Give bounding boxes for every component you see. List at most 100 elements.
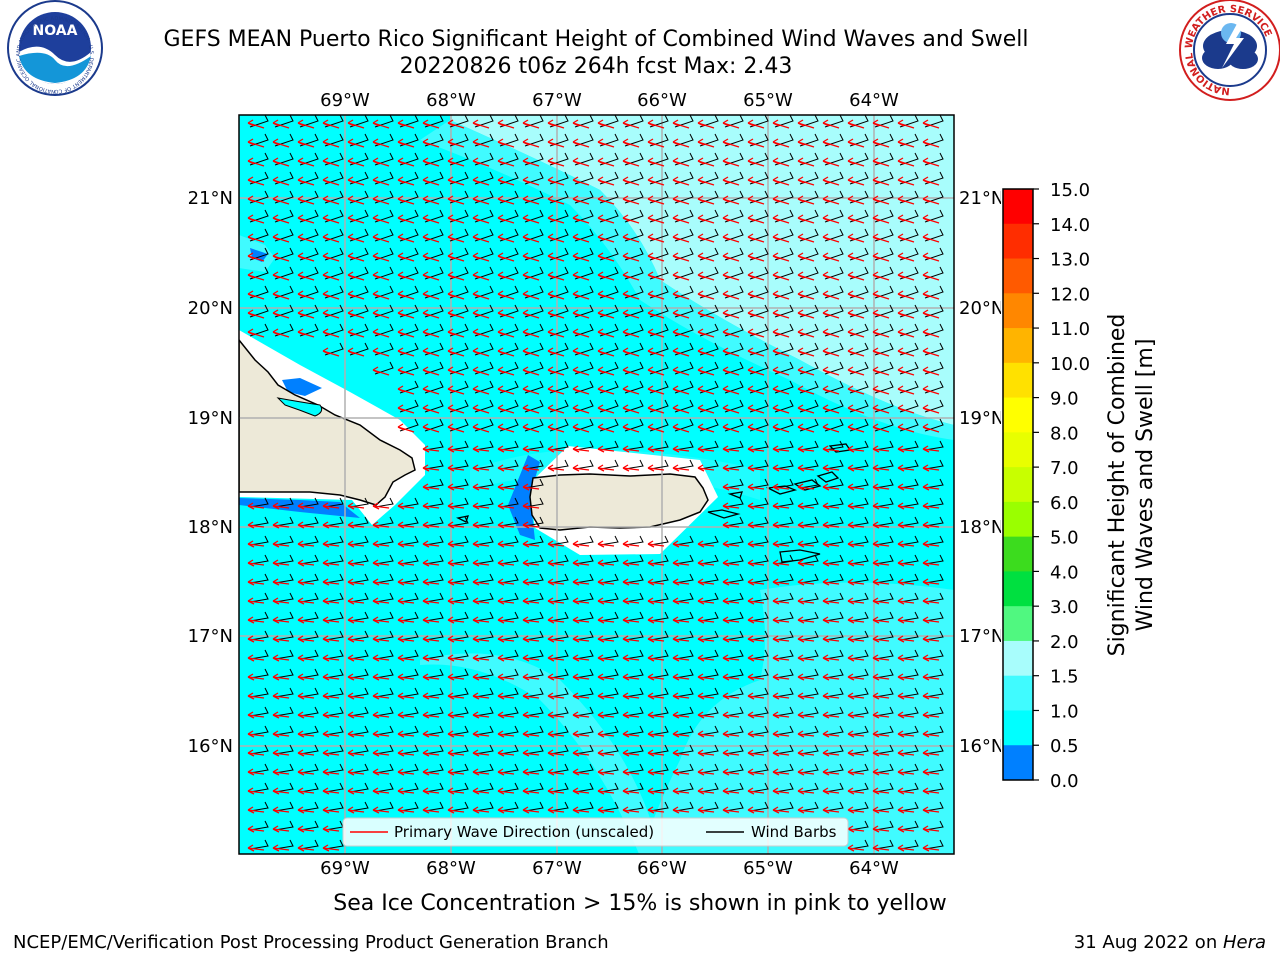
wind-barb — [874, 630, 894, 641]
wind-barb — [724, 782, 744, 793]
wind-barb — [924, 611, 944, 622]
wind-barb — [374, 516, 394, 527]
wave-direction-arrow — [922, 464, 940, 472]
wave-direction-arrow — [447, 195, 465, 205]
wind-barb — [574, 801, 594, 812]
wave-direction-arrow — [697, 366, 715, 376]
svg-text:21°N: 21°N — [188, 188, 233, 209]
wave-direction-arrow — [447, 157, 465, 167]
wave-direction-arrow — [822, 578, 840, 586]
wave-direction-arrow — [347, 730, 365, 738]
wave-direction-arrow — [797, 423, 815, 433]
wave-direction-arrow — [647, 385, 665, 395]
wind-barb — [924, 630, 944, 641]
wave-direction-arrow — [847, 711, 865, 719]
wind-barb — [374, 687, 394, 698]
wave-direction-arrow — [722, 423, 740, 433]
wave-direction-arrow — [472, 597, 490, 605]
colorbar-tick-label: 6.0 — [1050, 493, 1079, 514]
wave-direction-arrow — [497, 157, 515, 167]
wave-direction-arrow — [922, 844, 940, 852]
wave-direction-arrow — [897, 806, 915, 814]
wave-direction-arrow — [522, 445, 540, 453]
wave-direction-arrow — [472, 138, 490, 148]
wave-direction-arrow — [497, 328, 515, 338]
wave-direction-arrow — [397, 692, 415, 700]
wave-direction-arrow — [597, 578, 615, 586]
wave-direction-arrow — [747, 290, 765, 300]
wave-direction-arrow — [672, 635, 690, 643]
wind-barb — [574, 535, 594, 546]
wind-barb — [299, 839, 319, 850]
svg-text:20°N: 20°N — [959, 298, 1004, 319]
wave-direction-arrow — [547, 271, 565, 281]
wave-direction-arrow — [372, 597, 390, 605]
wave-direction-arrow — [597, 309, 615, 319]
wave-direction-arrow — [247, 692, 265, 700]
wave-direction-arrow — [772, 195, 790, 205]
wave-direction-arrow — [672, 540, 690, 548]
wave-direction-arrow — [572, 423, 590, 433]
wind-barb — [249, 554, 269, 565]
wind-barb — [374, 554, 394, 565]
wind-barb — [299, 763, 319, 774]
wave-direction-arrow — [522, 711, 540, 719]
wind-barb — [824, 478, 844, 489]
wave-direction-arrow — [872, 502, 890, 510]
wave-direction-arrow — [797, 445, 815, 453]
wind-barb — [499, 440, 519, 451]
wave-direction-arrow — [447, 787, 465, 795]
wave-direction-arrow — [397, 673, 415, 681]
wave-direction-arrow — [872, 844, 890, 852]
wave-direction-arrow — [272, 597, 290, 605]
lon-labels-top: 69°W 68°W 67°W 66°W 65°W 64°W — [320, 90, 899, 111]
wind-barb — [724, 649, 744, 660]
wave-direction-arrow — [397, 540, 415, 548]
colorbar-tick-label: 0.0 — [1050, 771, 1079, 792]
wave-direction-arrow — [647, 233, 665, 243]
wave-direction-arrow — [822, 271, 840, 281]
wind-barb — [874, 497, 894, 508]
wave-direction-arrow — [872, 214, 890, 224]
wave-direction-arrow — [847, 730, 865, 738]
wind-barb — [649, 649, 669, 660]
wind-barb — [899, 763, 919, 774]
wave-direction-arrow — [297, 787, 315, 795]
wave-direction-arrow — [747, 806, 765, 814]
wave-direction-arrow — [672, 673, 690, 681]
wave-direction-arrow — [322, 157, 340, 167]
wind-barb — [474, 440, 494, 451]
wind-barb — [849, 516, 869, 527]
wave-direction-arrow — [772, 787, 790, 795]
wave-direction-arrow — [847, 176, 865, 186]
wind-barb — [424, 744, 444, 755]
wave-direction-arrow — [897, 233, 915, 243]
wave-direction-arrow — [547, 214, 565, 224]
wind-barb — [274, 668, 294, 679]
wave-direction-arrow — [247, 309, 265, 319]
wind-barb — [574, 725, 594, 736]
wind-barb — [649, 801, 669, 812]
wave-direction-arrow — [497, 635, 515, 643]
wind-barb — [249, 706, 269, 717]
wave-direction-arrow — [347, 119, 365, 129]
wave-direction-arrow — [297, 195, 315, 205]
colorbar-cell — [1003, 293, 1033, 329]
wave-direction-arrow — [847, 521, 865, 529]
wave-direction-arrow — [672, 711, 690, 719]
wave-direction-arrow — [397, 404, 415, 414]
wave-direction-arrow — [722, 597, 740, 605]
svg-text:19°N: 19°N — [188, 408, 233, 429]
wind-barb — [599, 668, 619, 679]
wave-direction-arrow — [847, 559, 865, 567]
wave-direction-arrow — [697, 214, 715, 224]
wind-barb — [399, 744, 419, 755]
wave-direction-arrow — [447, 597, 465, 605]
wave-direction-arrow — [772, 597, 790, 605]
wind-barb — [749, 459, 769, 470]
wind-barb — [424, 630, 444, 641]
wave-direction-arrow — [372, 138, 390, 148]
svg-text:21°N: 21°N — [959, 188, 1004, 209]
wave-direction-arrow — [422, 157, 440, 167]
wave-direction-arrow — [647, 252, 665, 262]
